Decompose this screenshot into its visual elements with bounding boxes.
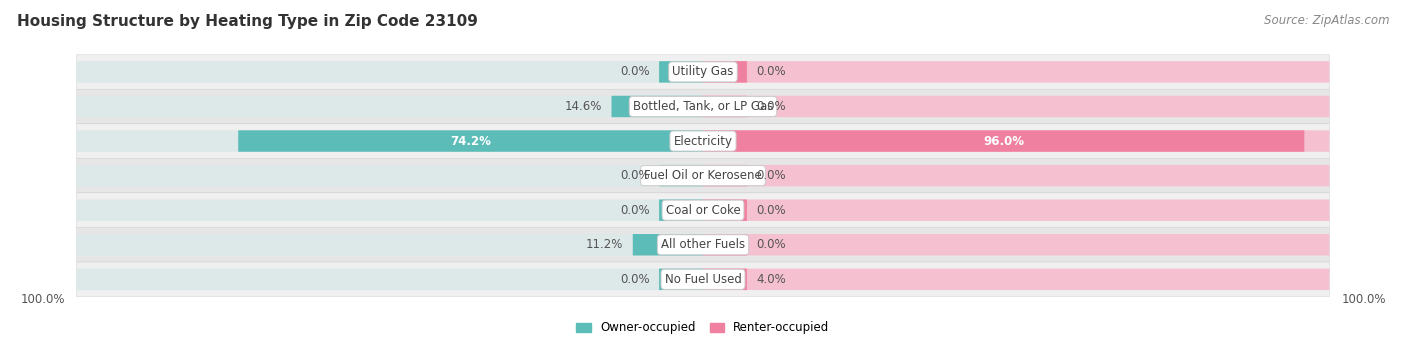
FancyBboxPatch shape <box>703 165 747 186</box>
Text: 0.0%: 0.0% <box>620 204 650 217</box>
FancyBboxPatch shape <box>77 96 703 117</box>
FancyBboxPatch shape <box>77 130 703 152</box>
Text: 11.2%: 11.2% <box>586 238 623 251</box>
Legend: Owner-occupied, Renter-occupied: Owner-occupied, Renter-occupied <box>572 316 834 339</box>
FancyBboxPatch shape <box>703 199 1329 221</box>
Text: Bottled, Tank, or LP Gas: Bottled, Tank, or LP Gas <box>633 100 773 113</box>
FancyBboxPatch shape <box>77 165 703 186</box>
FancyBboxPatch shape <box>703 96 747 117</box>
Text: Housing Structure by Heating Type in Zip Code 23109: Housing Structure by Heating Type in Zip… <box>17 14 478 29</box>
Text: Electricity: Electricity <box>673 135 733 148</box>
Text: No Fuel Used: No Fuel Used <box>665 273 741 286</box>
Text: 0.0%: 0.0% <box>756 238 786 251</box>
FancyBboxPatch shape <box>703 130 1305 152</box>
FancyBboxPatch shape <box>659 199 703 221</box>
FancyBboxPatch shape <box>659 165 703 186</box>
FancyBboxPatch shape <box>659 61 703 83</box>
FancyBboxPatch shape <box>77 234 703 255</box>
Text: 0.0%: 0.0% <box>620 65 650 78</box>
FancyBboxPatch shape <box>76 262 1330 297</box>
FancyBboxPatch shape <box>77 61 703 83</box>
FancyBboxPatch shape <box>76 124 1330 158</box>
Text: Coal or Coke: Coal or Coke <box>665 204 741 217</box>
Text: 0.0%: 0.0% <box>756 204 786 217</box>
Text: 0.0%: 0.0% <box>756 65 786 78</box>
Text: 14.6%: 14.6% <box>565 100 602 113</box>
Text: 100.0%: 100.0% <box>1341 293 1386 306</box>
Text: 4.0%: 4.0% <box>756 273 786 286</box>
Text: All other Fuels: All other Fuels <box>661 238 745 251</box>
Text: Source: ZipAtlas.com: Source: ZipAtlas.com <box>1264 14 1389 27</box>
FancyBboxPatch shape <box>77 269 703 290</box>
Text: Fuel Oil or Kerosene: Fuel Oil or Kerosene <box>644 169 762 182</box>
FancyBboxPatch shape <box>703 234 1329 255</box>
FancyBboxPatch shape <box>76 227 1330 262</box>
Text: 100.0%: 100.0% <box>20 293 65 306</box>
FancyBboxPatch shape <box>659 269 703 290</box>
FancyBboxPatch shape <box>703 96 1329 117</box>
FancyBboxPatch shape <box>76 89 1330 124</box>
Text: Utility Gas: Utility Gas <box>672 65 734 78</box>
Text: 0.0%: 0.0% <box>756 100 786 113</box>
Text: 0.0%: 0.0% <box>620 273 650 286</box>
FancyBboxPatch shape <box>703 130 1329 152</box>
FancyBboxPatch shape <box>703 165 1329 186</box>
FancyBboxPatch shape <box>703 269 747 290</box>
FancyBboxPatch shape <box>76 193 1330 227</box>
Text: 96.0%: 96.0% <box>983 135 1024 148</box>
FancyBboxPatch shape <box>703 269 1329 290</box>
FancyBboxPatch shape <box>612 96 703 117</box>
FancyBboxPatch shape <box>77 199 703 221</box>
FancyBboxPatch shape <box>238 130 703 152</box>
FancyBboxPatch shape <box>703 61 1329 83</box>
FancyBboxPatch shape <box>76 158 1330 193</box>
Text: 0.0%: 0.0% <box>756 169 786 182</box>
FancyBboxPatch shape <box>703 234 747 255</box>
Text: 0.0%: 0.0% <box>620 169 650 182</box>
FancyBboxPatch shape <box>76 55 1330 89</box>
FancyBboxPatch shape <box>703 61 747 83</box>
Text: 74.2%: 74.2% <box>450 135 491 148</box>
FancyBboxPatch shape <box>703 199 747 221</box>
FancyBboxPatch shape <box>633 234 703 255</box>
